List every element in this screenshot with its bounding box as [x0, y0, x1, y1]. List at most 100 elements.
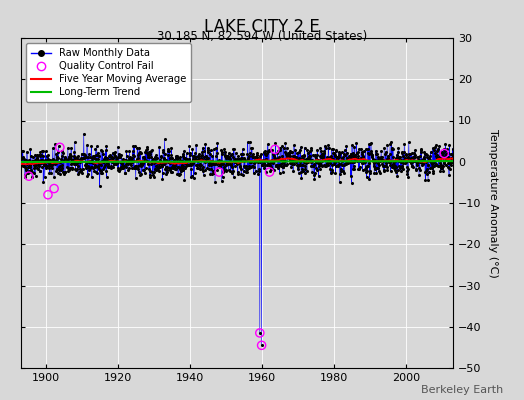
Point — [42, 163, 51, 169]
Point — [253, 150, 261, 157]
Point — [97, 158, 106, 164]
Point — [252, 154, 260, 160]
Point — [42, 163, 50, 170]
Point — [231, 159, 239, 166]
Point — [429, 145, 437, 151]
Point — [278, 160, 287, 166]
Point — [440, 159, 449, 166]
Point — [447, 151, 455, 157]
Point — [344, 158, 353, 165]
Point — [57, 166, 66, 172]
Point — [88, 154, 96, 161]
Point — [342, 142, 351, 149]
Point — [167, 152, 176, 158]
Point — [301, 166, 309, 172]
Point — [243, 150, 252, 157]
Point — [214, 158, 222, 164]
Point — [94, 164, 102, 171]
Point — [424, 177, 432, 183]
Point — [357, 146, 365, 152]
Point — [397, 158, 406, 165]
Point — [254, 155, 263, 162]
Point — [183, 156, 192, 162]
Point — [170, 157, 178, 163]
Point — [282, 153, 291, 160]
Point — [139, 160, 147, 166]
Point — [223, 161, 232, 168]
Point — [266, 168, 275, 174]
Point — [76, 158, 84, 164]
Point — [119, 165, 127, 171]
Point — [212, 145, 221, 151]
Point — [95, 160, 104, 166]
Point — [387, 164, 396, 170]
Point — [145, 154, 154, 160]
Point — [142, 158, 150, 164]
Point — [286, 153, 294, 160]
Point — [326, 170, 335, 177]
Point — [206, 147, 215, 154]
Point — [96, 168, 105, 175]
Point — [344, 158, 353, 164]
Point — [372, 169, 380, 176]
Point — [140, 167, 149, 174]
Point — [381, 163, 389, 169]
Point — [50, 185, 58, 192]
Point — [391, 156, 400, 162]
Point — [192, 157, 201, 163]
Point — [78, 151, 86, 158]
Point — [122, 156, 130, 163]
Point — [249, 154, 258, 160]
Point — [279, 158, 288, 165]
Point — [97, 170, 105, 176]
Point — [298, 153, 307, 159]
Point — [225, 154, 234, 160]
Point — [289, 168, 297, 174]
Point — [210, 160, 218, 167]
Point — [407, 156, 415, 162]
Point — [224, 155, 232, 162]
Point — [84, 171, 92, 178]
Point — [420, 158, 428, 164]
Point — [193, 162, 201, 168]
Point — [125, 165, 133, 172]
Point — [216, 159, 224, 165]
Point — [412, 167, 420, 174]
Point — [37, 160, 45, 166]
Point — [247, 158, 255, 165]
Point — [315, 160, 324, 166]
Point — [449, 145, 457, 152]
Point — [133, 152, 141, 158]
Point — [427, 158, 435, 165]
Point — [230, 174, 238, 180]
Point — [29, 154, 37, 160]
Point — [144, 161, 152, 167]
Point — [267, 158, 276, 165]
Point — [81, 154, 89, 161]
Point — [135, 150, 144, 156]
Point — [147, 148, 156, 154]
Point — [108, 158, 117, 164]
Point — [343, 156, 352, 162]
Point — [389, 146, 397, 152]
Point — [385, 157, 394, 164]
Point — [98, 170, 106, 176]
Point — [260, 162, 269, 168]
Point — [20, 174, 29, 180]
Point — [327, 155, 335, 161]
Point — [377, 148, 385, 154]
Point — [216, 164, 225, 170]
Point — [62, 156, 71, 163]
Point — [234, 153, 243, 159]
Point — [22, 157, 30, 164]
Point — [26, 146, 35, 152]
Point — [163, 164, 171, 170]
Point — [232, 150, 240, 156]
Point — [339, 154, 347, 161]
Point — [392, 151, 401, 158]
Point — [27, 168, 36, 175]
Point — [172, 166, 180, 172]
Point — [353, 150, 362, 156]
Point — [432, 161, 440, 168]
Point — [370, 165, 379, 172]
